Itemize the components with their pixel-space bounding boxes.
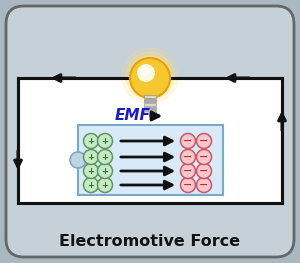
- Circle shape: [181, 149, 196, 164]
- Circle shape: [126, 52, 174, 100]
- Text: +: +: [88, 180, 94, 190]
- Circle shape: [122, 48, 178, 104]
- Circle shape: [70, 152, 86, 168]
- Circle shape: [181, 164, 196, 179]
- Text: −: −: [199, 180, 209, 190]
- Circle shape: [83, 134, 98, 149]
- Text: +: +: [101, 136, 109, 145]
- Circle shape: [83, 178, 98, 193]
- Circle shape: [130, 56, 170, 96]
- Circle shape: [98, 164, 112, 179]
- Bar: [78, 125, 223, 195]
- Bar: [144, 99, 156, 102]
- Circle shape: [98, 149, 112, 164]
- FancyBboxPatch shape: [6, 6, 294, 257]
- Bar: [144, 103, 156, 106]
- Circle shape: [137, 64, 155, 82]
- Bar: [18, 78, 282, 203]
- Text: +: +: [88, 136, 94, 145]
- Circle shape: [196, 164, 211, 179]
- Circle shape: [98, 178, 112, 193]
- Bar: [144, 107, 156, 110]
- Text: −: −: [199, 166, 209, 176]
- Text: +: +: [88, 153, 94, 161]
- Circle shape: [196, 149, 211, 164]
- Circle shape: [140, 66, 150, 76]
- Text: −: −: [183, 180, 193, 190]
- Circle shape: [196, 134, 211, 149]
- Text: −: −: [183, 166, 193, 176]
- Circle shape: [181, 134, 196, 149]
- Text: +: +: [101, 166, 109, 175]
- Circle shape: [196, 178, 211, 193]
- Text: −: −: [183, 136, 193, 146]
- Text: +: +: [88, 166, 94, 175]
- Text: +: +: [101, 180, 109, 190]
- Circle shape: [83, 149, 98, 164]
- Circle shape: [181, 178, 196, 193]
- Text: Electromotive Force: Electromotive Force: [59, 234, 241, 249]
- Text: −: −: [183, 152, 193, 162]
- Text: +: +: [101, 153, 109, 161]
- Text: EMF: EMF: [115, 109, 151, 124]
- Bar: [144, 94, 156, 98]
- Circle shape: [130, 58, 170, 98]
- Circle shape: [98, 134, 112, 149]
- Bar: [144, 110, 156, 114]
- Circle shape: [83, 164, 98, 179]
- Text: −: −: [199, 152, 209, 162]
- Text: −: −: [199, 136, 209, 146]
